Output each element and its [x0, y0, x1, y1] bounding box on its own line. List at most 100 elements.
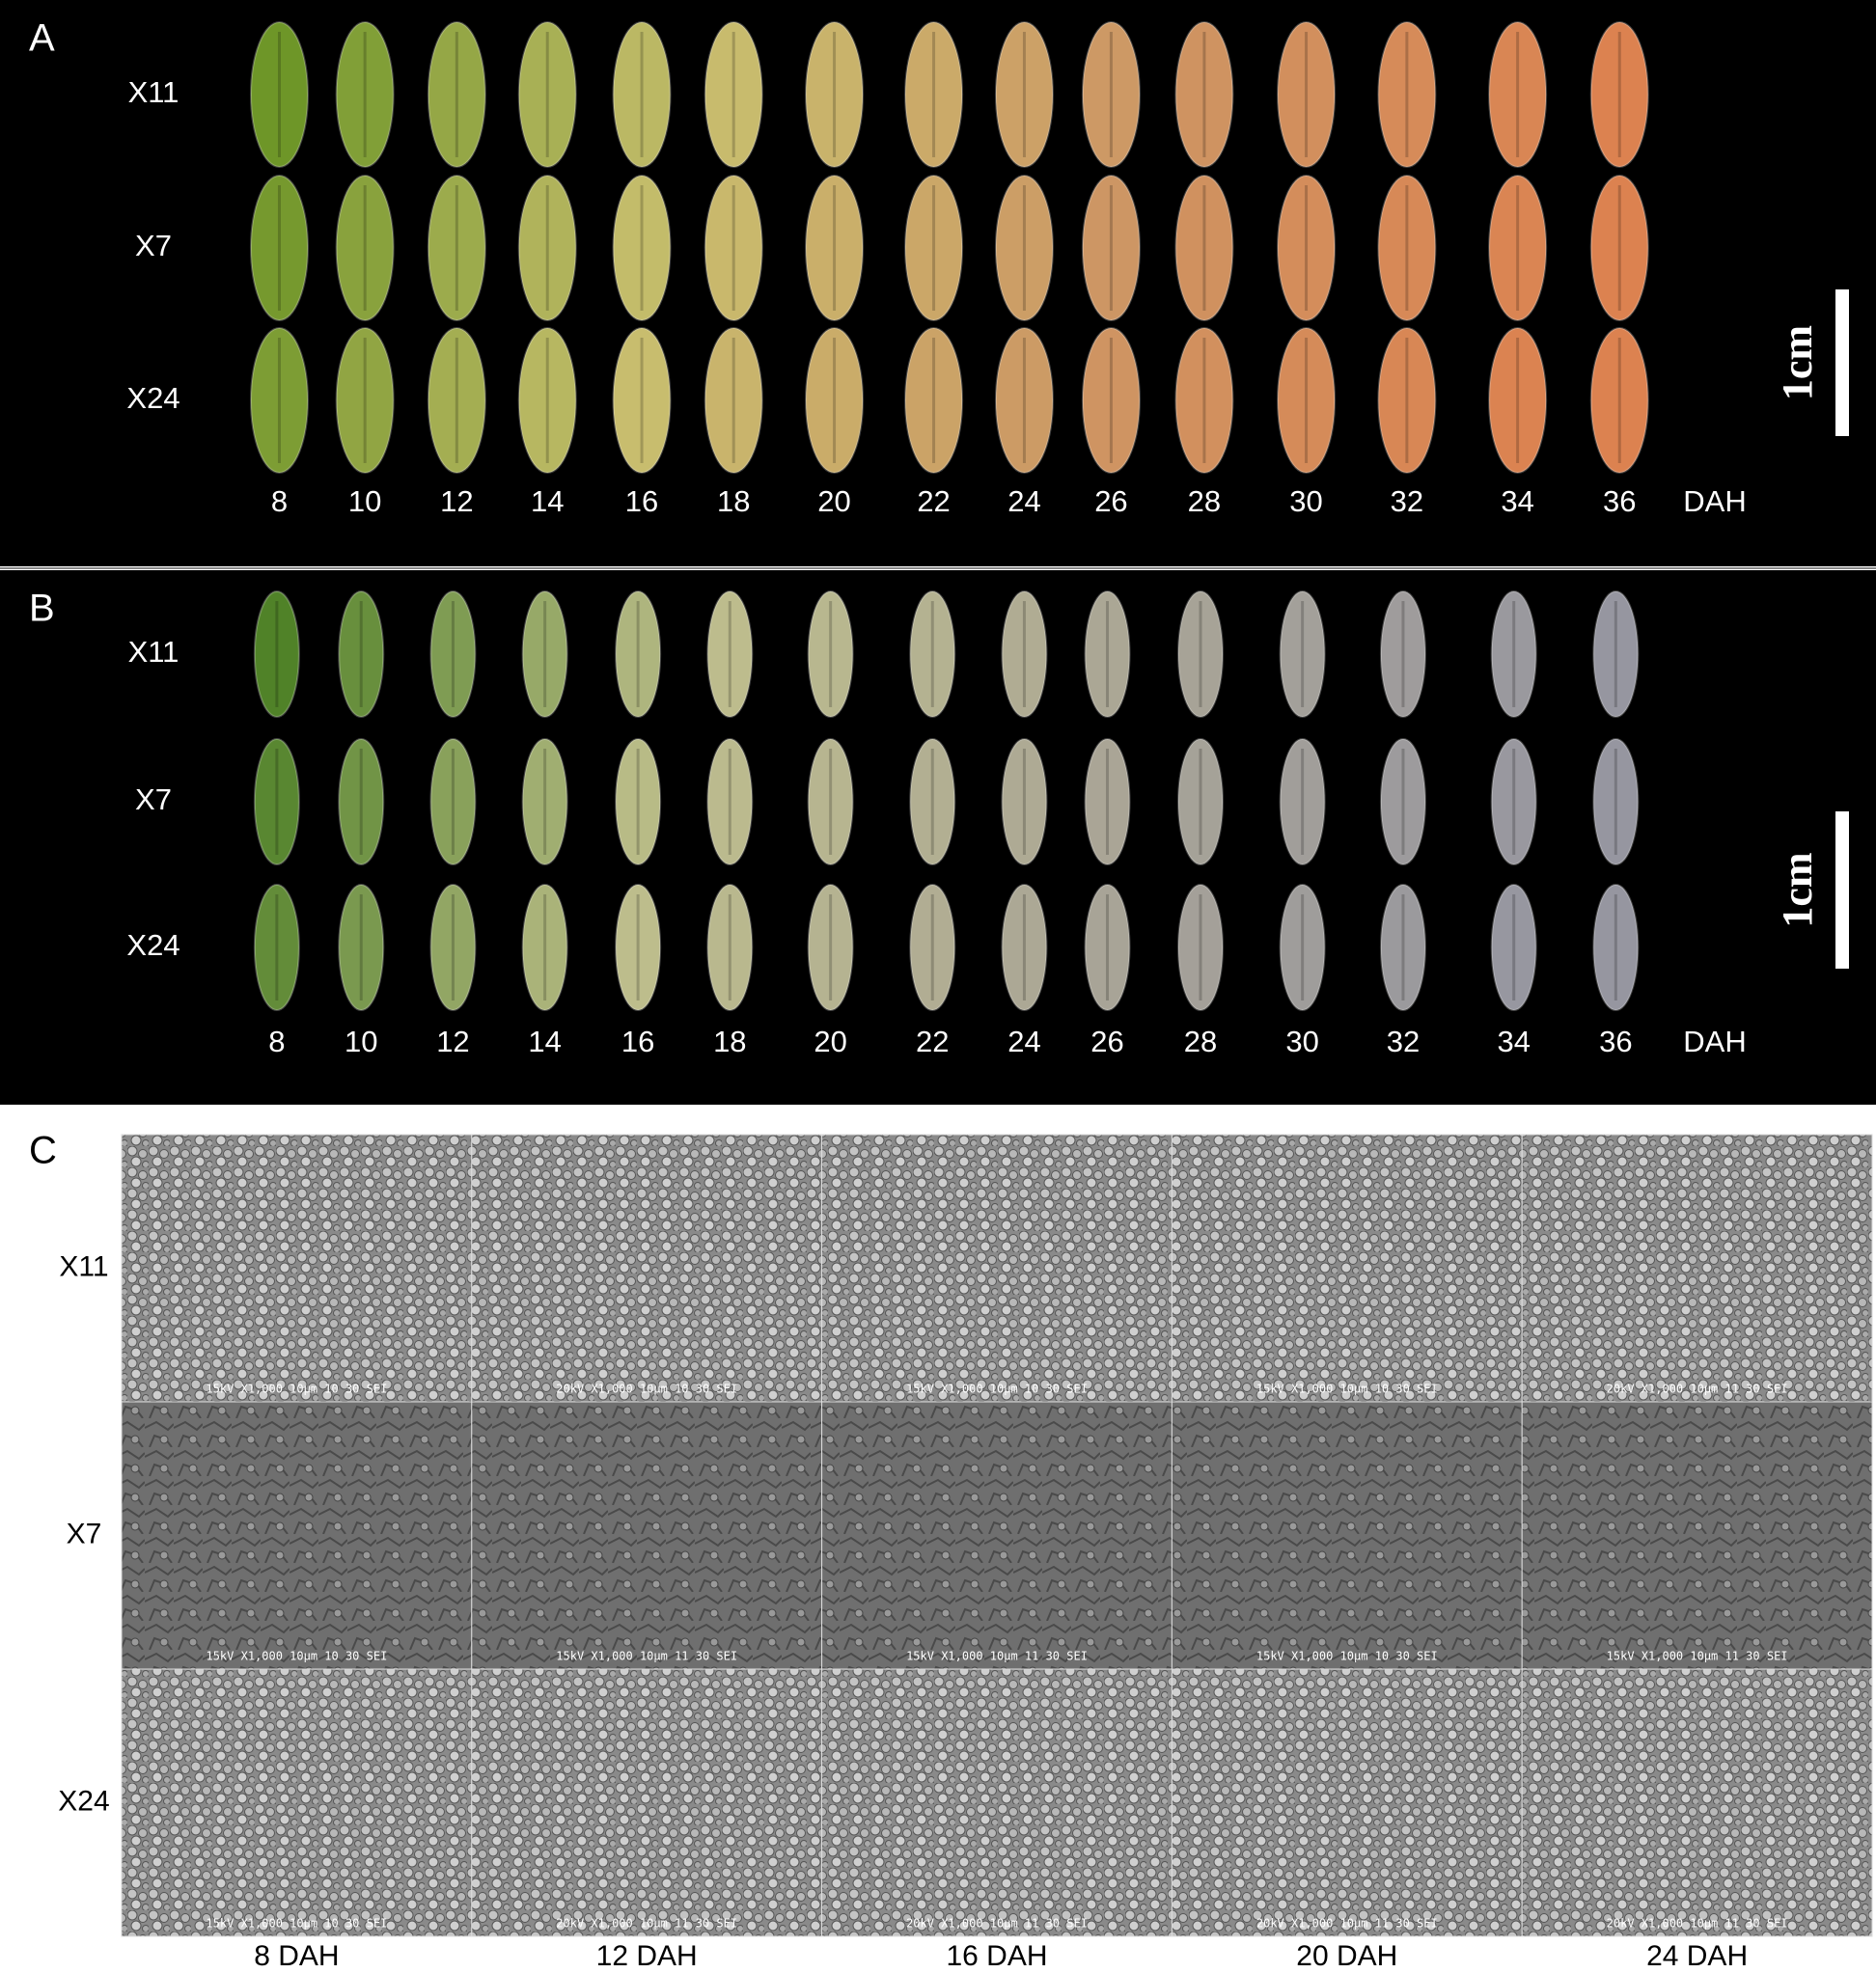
column-label: 26	[1090, 1025, 1123, 1058]
grain	[1490, 738, 1537, 865]
grain	[807, 738, 854, 865]
column-label: 8	[268, 1025, 285, 1058]
scale-bar	[1835, 811, 1849, 969]
grain	[1379, 590, 1426, 718]
sem-image	[1171, 1401, 1523, 1670]
grain	[335, 21, 395, 168]
sem-caption: 20kV X1,000 10µm 11 30 SEI	[1607, 1917, 1788, 1931]
grain	[335, 327, 395, 474]
grain	[1081, 327, 1141, 474]
column-label: 12	[440, 484, 473, 518]
grain	[994, 21, 1054, 168]
column-label: 36	[1603, 484, 1636, 518]
grain	[1589, 327, 1649, 474]
grain	[338, 590, 385, 718]
grain	[1490, 590, 1537, 718]
column-label: 16	[625, 484, 658, 518]
grain	[1177, 884, 1225, 1011]
column-label: 24	[1007, 1025, 1040, 1058]
grain	[1001, 884, 1048, 1011]
grain	[1081, 175, 1141, 321]
sem-image	[1521, 1134, 1873, 1403]
column-label: 14	[528, 1025, 561, 1058]
grain	[1379, 884, 1426, 1011]
column-label: 16 DAH	[946, 1940, 1047, 1972]
grain	[704, 21, 763, 168]
column-label: 30	[1289, 484, 1322, 518]
sem-image	[121, 1668, 473, 1937]
column-label: 28	[1184, 1025, 1217, 1058]
sem-caption: 15kV X1,000 10µm 10 30 SEI	[206, 1383, 387, 1396]
sem-caption: 20kV X1,000 10µm 11 30 SEI	[1256, 1917, 1438, 1931]
grain	[517, 21, 577, 168]
column-label: 10	[348, 484, 381, 518]
grain	[1084, 590, 1131, 718]
grain	[1592, 884, 1640, 1011]
column-label: 22	[917, 484, 950, 518]
grain	[253, 590, 300, 718]
grain	[1279, 884, 1326, 1011]
grain	[909, 884, 956, 1011]
grain	[338, 738, 385, 865]
row-label: X11	[59, 1250, 108, 1282]
grain	[904, 327, 964, 474]
grain	[909, 738, 956, 865]
grain	[1488, 327, 1548, 474]
grain	[909, 590, 956, 718]
column-label: 32	[1391, 484, 1423, 518]
sem-caption: 20kV X1,000 10µm 11 30 SEI	[556, 1917, 737, 1931]
grain	[612, 175, 672, 321]
grain	[1177, 590, 1225, 718]
grain	[427, 21, 486, 168]
column-label: 12	[436, 1025, 469, 1058]
sem-image	[1521, 1401, 1873, 1670]
grain	[1592, 590, 1640, 718]
scale-bar-label: 1cm	[1774, 325, 1821, 400]
grain	[805, 327, 865, 474]
column-label: 12 DAH	[596, 1940, 698, 1972]
column-label: 8 DAH	[254, 1940, 339, 1972]
grain	[994, 327, 1054, 474]
sem-image	[1171, 1668, 1523, 1937]
column-label: 8	[271, 484, 288, 518]
grain	[253, 738, 300, 865]
row-label: X11	[128, 75, 179, 109]
sem-caption: 15kV X1,000 10µm 10 30 SEI	[1256, 1383, 1438, 1396]
grain	[706, 590, 754, 718]
grain	[805, 175, 865, 321]
grain	[1084, 884, 1131, 1011]
grain	[427, 175, 486, 321]
grain	[706, 738, 754, 865]
grain	[521, 738, 568, 865]
grain	[429, 884, 477, 1011]
column-label: 36	[1599, 1025, 1632, 1058]
sem-caption: 15kV X1,000 10µm 10 30 SEI	[206, 1917, 387, 1931]
column-label: 14	[531, 484, 564, 518]
grain	[1589, 175, 1649, 321]
grain	[249, 327, 309, 474]
column-label: 24 DAH	[1646, 1940, 1748, 1972]
grain	[1488, 175, 1548, 321]
panel-label: A	[29, 17, 55, 60]
unit-label: DAH	[1683, 1025, 1746, 1058]
column-label: 20	[817, 484, 850, 518]
grain	[994, 175, 1054, 321]
grain	[1084, 738, 1131, 865]
grain	[429, 590, 477, 718]
sem-image	[471, 1401, 823, 1670]
grain	[1488, 21, 1548, 168]
grain	[517, 327, 577, 474]
column-label: 32	[1387, 1025, 1420, 1058]
grain	[615, 590, 662, 718]
sem-image	[471, 1134, 823, 1403]
column-label: 30	[1285, 1025, 1318, 1058]
column-label: 34	[1497, 1025, 1530, 1058]
scale-bar	[1835, 289, 1849, 436]
grain	[338, 884, 385, 1011]
sem-image	[821, 1668, 1172, 1937]
grain	[1490, 884, 1537, 1011]
column-label: 24	[1007, 484, 1040, 518]
sem-caption: 15kV X1,000 10µm 11 30 SEI	[906, 1650, 1088, 1663]
grain	[253, 884, 300, 1011]
